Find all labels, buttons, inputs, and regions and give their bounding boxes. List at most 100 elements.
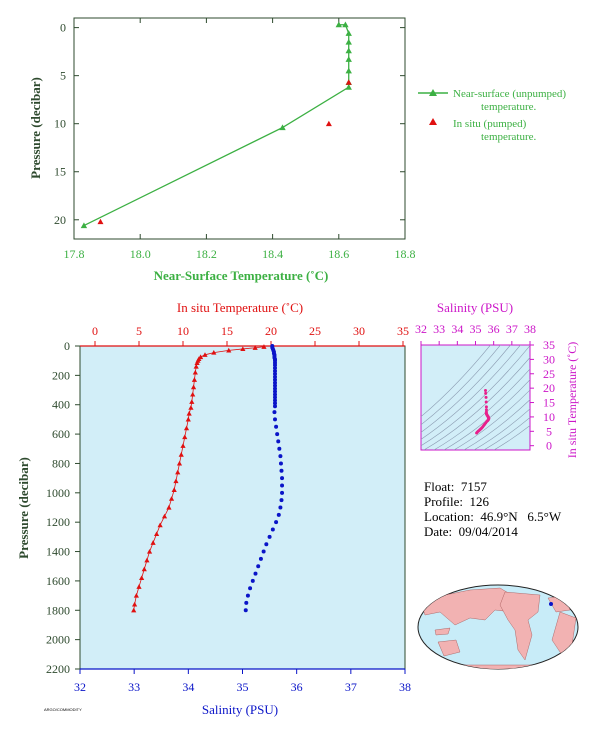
temperature-profile-series (131, 344, 267, 613)
near-surface-point (345, 47, 352, 54)
ts-x-tick-label: 33 (433, 322, 445, 336)
pressure-tick-label: 1800 (46, 603, 70, 617)
temperature-point (171, 487, 177, 492)
salinity-tick-label: 35 (237, 680, 249, 694)
salinity-point (278, 461, 283, 466)
near-surface-chart: 17.8 18.0 18.2 18.4 18.6 18.8 0 5 10 15 20 Near-S… (28, 17, 566, 283)
x-tick-label: 18.2 (196, 247, 217, 261)
temperature-tick-label: 0 (92, 324, 98, 338)
ts-top-x-label: Salinity (PSU) (437, 300, 513, 315)
x-tick-label: 18.4 (262, 247, 283, 261)
temperature-point (190, 384, 197, 390)
salinity-point (273, 374, 277, 379)
temperature-point (176, 460, 183, 466)
legend-label-pumped-2: temperature. (481, 131, 537, 143)
salinity-point (279, 498, 284, 503)
ts-x-tick-label: 35 (470, 322, 482, 336)
temperature-point (132, 601, 138, 607)
ts-x-tick-label: 32 (415, 322, 427, 336)
date: Date: 09/04/2014 (424, 524, 518, 539)
pressure-tick-label: 400 (52, 398, 70, 412)
float-location-marker (549, 602, 553, 606)
green-triangle-icon (429, 89, 437, 96)
near-surface-point (345, 30, 352, 36)
salinity-point (273, 417, 277, 422)
legend-label-unpumped-1: Near-surface (unpumped) (453, 88, 566, 100)
salinity-point (273, 389, 277, 394)
temperature-point (157, 522, 163, 528)
ts-right-y-label: In situ Temperature (˚C) (565, 342, 579, 459)
near-surface-axes: 17.8 18.0 18.2 18.4 18.6 18.8 0 5 10 15 20 (54, 17, 416, 261)
ts-y-tick-label: 10 (543, 410, 555, 424)
ts-y-tick-label: 0 (546, 439, 552, 453)
pressure-tick-label: 1600 (46, 574, 70, 588)
pressure-tick-label: 1400 (46, 545, 70, 559)
profile-ticks: 0 5 10 15 20 25 30 35 32 33 34 35 36 37 38 0 200 400 600 80… (46, 324, 411, 694)
legend-label-pumped-1: In situ (pumped) (453, 118, 527, 130)
pressure-tick-label: 200 (52, 368, 70, 382)
temperature-point (144, 557, 150, 563)
salinity-point (275, 432, 280, 437)
pressure-tick-label: 600 (52, 427, 70, 441)
salinity-point (274, 520, 279, 525)
temperature-point (136, 584, 142, 589)
temperature-point (133, 592, 139, 598)
salinity-profile-series (243, 344, 285, 613)
salinity-point (273, 383, 277, 388)
salinity-point (273, 404, 277, 409)
pressure-tick-label: 1200 (46, 515, 70, 529)
profile-plot-area (79, 345, 406, 670)
ts-point (484, 408, 488, 412)
profile-y-label: Pressure (decibar) (16, 457, 31, 559)
temperature-point (180, 443, 186, 448)
near-surface-series (80, 21, 352, 229)
salinity-point (273, 368, 277, 373)
salinity-point (244, 600, 249, 605)
near-surface-y-ticks: 0 5 10 15 20 (54, 21, 405, 227)
ts-y-tick-label: 15 (543, 396, 555, 410)
temperature-point (188, 405, 194, 410)
float-info: Float: 7157 Profile: 126 Location: 46.9°… (424, 479, 561, 539)
temperature-point (150, 540, 156, 545)
x-tick-label: 18.0 (130, 247, 151, 261)
temperature-point (252, 345, 258, 350)
salinity-point (264, 542, 269, 547)
salinity-point (273, 398, 277, 403)
temperature-tick-label: 10 (177, 324, 189, 338)
temperature-point (194, 360, 200, 365)
temperature-point (192, 369, 198, 375)
temperature-point (189, 399, 195, 404)
near-surface-legend: Near-surface (unpumped) temperature. In … (418, 88, 566, 143)
salinity-tick-label: 38 (399, 680, 411, 694)
near-surface-point (342, 21, 349, 28)
in-situ-point (325, 120, 332, 127)
temperature-point (202, 352, 208, 357)
salinity-tick-label: 36 (291, 680, 303, 694)
pressure-tick-label: 2000 (46, 633, 70, 647)
temperature-point (191, 377, 198, 382)
salinity-point (267, 534, 272, 539)
temperature-point (173, 478, 179, 484)
temperature-point (175, 469, 181, 475)
near-surface-point (345, 56, 352, 62)
ts-y-tick-label: 35 (543, 338, 555, 352)
ts-point (484, 400, 488, 404)
ts-y-tick-label: 5 (546, 424, 552, 438)
near-surface-x-ticks: 17.8 18.0 18.2 18.4 18.6 18.8 (64, 18, 416, 261)
salinity-point (280, 490, 285, 495)
salinity-point (256, 564, 261, 569)
credit-text: ARGO/COMMODITY (44, 707, 82, 712)
temperature-point (226, 347, 232, 353)
ts-point (483, 388, 487, 392)
red-triangle-icon (429, 118, 437, 125)
temperature-point (154, 531, 160, 537)
temperature-point (161, 513, 168, 519)
salinity-point (273, 371, 277, 376)
temperature-point (185, 416, 191, 422)
salinity-point (276, 512, 281, 517)
ts-point (484, 405, 488, 409)
salinity-point (278, 505, 283, 510)
salinity-point (248, 586, 253, 591)
salinity-point (243, 608, 248, 613)
